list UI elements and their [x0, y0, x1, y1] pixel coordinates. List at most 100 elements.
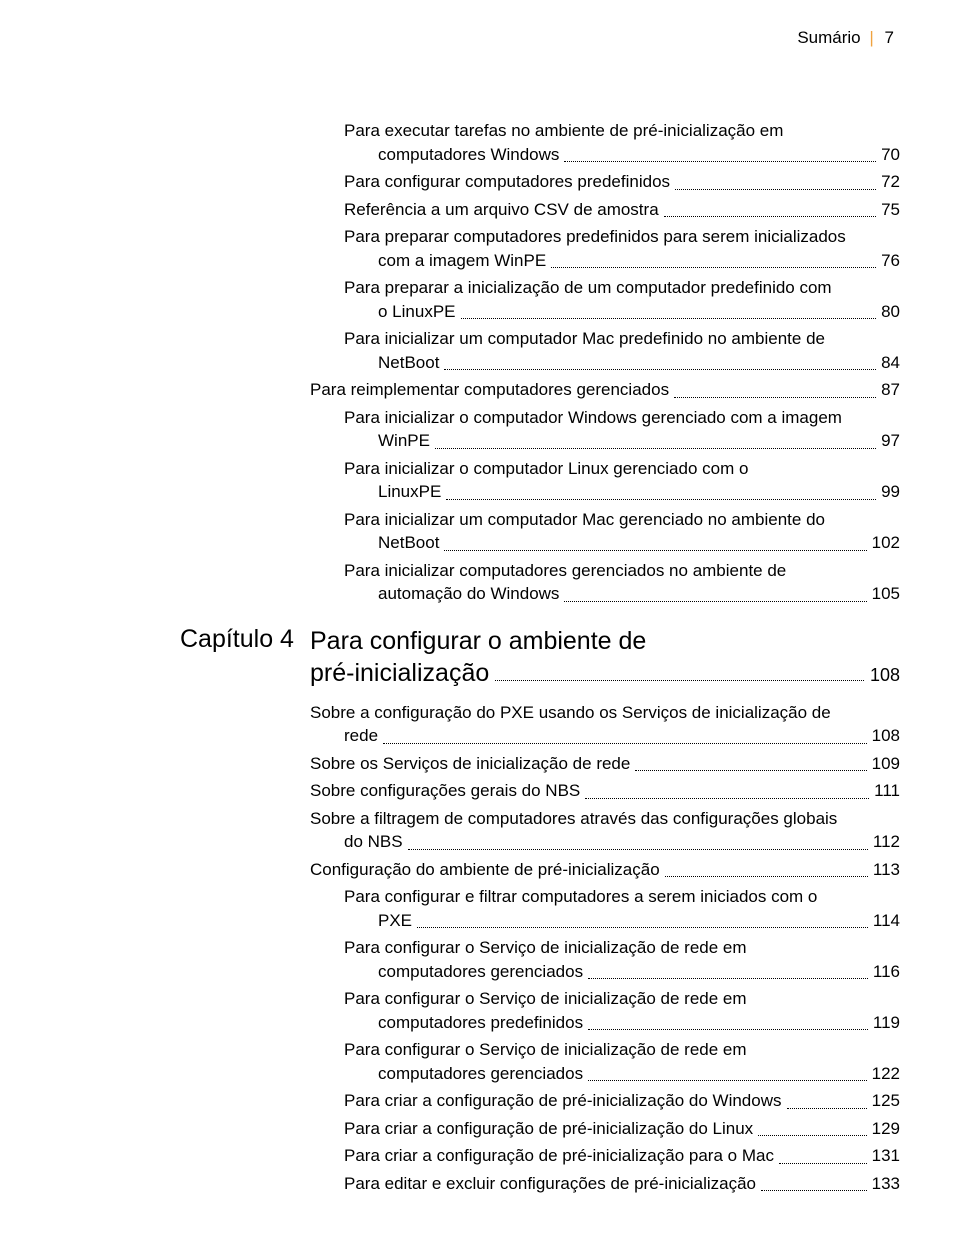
toc-entry-page: 119: [873, 1010, 900, 1036]
toc-entry-text: Para reimplementar computadores gerencia…: [310, 377, 669, 403]
toc-entry-text: Para criar a configuração de pré-inicial…: [344, 1088, 782, 1114]
leader: [495, 663, 864, 682]
leader: [564, 151, 876, 162]
toc-entry-text: NetBoot: [378, 350, 439, 376]
toc-entry-page: 72: [881, 169, 900, 195]
toc-entry-line1: Para configurar o Serviço de inicializaç…: [310, 1037, 900, 1063]
toc-entry-text: computadores predefinidos: [378, 1010, 583, 1036]
toc-entry-line1: Para configurar o Serviço de inicializaç…: [310, 935, 900, 961]
toc-entry-text: rede: [344, 723, 378, 749]
toc-entry-text: Sobre configurações gerais do NBS: [310, 778, 580, 804]
chapter-page: 108: [870, 664, 900, 687]
leader: [446, 488, 876, 499]
toc-entry-page: 102: [872, 530, 900, 556]
toc-entry: Para criar a configuração de pré-inicial…: [310, 1088, 900, 1114]
toc-entry-page: 122: [872, 1061, 900, 1087]
chapter-title-text-2: pré-inicialização: [310, 657, 489, 690]
toc-entry-text: Para criar a configuração de pré-inicial…: [344, 1143, 774, 1169]
toc-entry: Referência a um arquivo CSV de amostra75: [310, 197, 900, 223]
toc-entry-page: 87: [881, 377, 900, 403]
toc-entry-text: Para criar a configuração de pré-inicial…: [344, 1116, 753, 1142]
toc-entry-page: 129: [872, 1116, 900, 1142]
toc-entry-page: 108: [872, 723, 900, 749]
toc-entry: Para reimplementar computadores gerencia…: [310, 377, 900, 403]
toc-entry-line1: Para preparar a inicialização de um comp…: [310, 275, 900, 301]
leader: [585, 787, 869, 798]
toc-entry-page: 125: [872, 1088, 900, 1114]
leader: [435, 437, 876, 448]
toc-entry-line1: Para inicializar um computador Mac geren…: [310, 507, 900, 533]
toc-entry-line1: Para executar tarefas no ambiente de pré…: [310, 118, 900, 144]
toc-block-1: Para executar tarefas no ambiente de pré…: [310, 118, 900, 607]
leader: [664, 206, 876, 217]
toc-entry: computadores Windows 70: [310, 142, 900, 168]
toc-entry: Configuração do ambiente de pré-iniciali…: [310, 857, 900, 883]
toc-entry-page: 70: [881, 142, 900, 168]
toc-entry-page: 116: [873, 959, 900, 985]
leader: [408, 838, 868, 849]
toc-entry-page: 131: [872, 1143, 900, 1169]
leader: [551, 257, 876, 268]
leader: [588, 968, 868, 979]
header-divider: |: [865, 28, 879, 47]
toc-entry: PXE 114: [310, 908, 900, 934]
toc-entry-page: 113: [873, 857, 900, 883]
leader: [461, 308, 877, 319]
toc-entry-text: PXE: [378, 908, 412, 934]
toc-entry-page: 84: [881, 350, 900, 376]
toc-entry-page: 133: [872, 1171, 900, 1197]
toc-entry-line1: Para configurar o Serviço de inicializaç…: [310, 986, 900, 1012]
toc-entry-page: 109: [872, 751, 900, 777]
leader: [588, 1019, 868, 1030]
chapter-title-area: Para configurar o ambiente de pré-inicia…: [310, 625, 900, 690]
toc-entry-text: do NBS: [344, 829, 403, 855]
toc-entry-line1: Para inicializar computadores gerenciado…: [310, 558, 900, 584]
leader: [787, 1097, 867, 1108]
toc-entry-text: Referência a um arquivo CSV de amostra: [344, 197, 659, 223]
toc-entry-text: Configuração do ambiente de pré-iniciali…: [310, 857, 660, 883]
leader: [564, 590, 866, 601]
toc-entry: computadores gerenciados122: [310, 1061, 900, 1087]
chapter-heading: Capítulo 4 Para configurar o ambiente de…: [180, 625, 900, 690]
running-header: Sumário | 7: [60, 28, 900, 48]
chapter-label: Capítulo 4: [180, 625, 310, 654]
toc-entry: NetBoot 84: [310, 350, 900, 376]
header-page: 7: [885, 28, 894, 47]
toc-entry-page: 111: [874, 778, 900, 804]
toc-entry-page: 76: [881, 248, 900, 274]
leader: [588, 1070, 867, 1081]
toc-block-2: Sobre a configuração do PXE usando os Se…: [310, 700, 900, 1197]
toc-entry-page: 114: [873, 908, 900, 934]
toc-entry-text: Para configurar computadores predefinido…: [344, 169, 670, 195]
leader: [761, 1180, 867, 1191]
toc-entry: o LinuxPE80: [310, 299, 900, 325]
header-title: Sumário: [797, 28, 860, 47]
toc-entry-text: automação do Windows: [378, 581, 559, 607]
toc-entry: rede 108: [310, 723, 900, 749]
toc-entry-line1: Para configurar e filtrar computadores a…: [310, 884, 900, 910]
leader: [383, 732, 867, 743]
chapter-title-line1: Para configurar o ambiente de: [310, 625, 900, 658]
leader: [444, 359, 876, 370]
leader: [665, 866, 868, 877]
toc-entry: Para configurar computadores predefinido…: [310, 169, 900, 195]
toc-entry: do NBS112: [310, 829, 900, 855]
toc-entry-line1: Sobre a filtragem de computadores atravé…: [310, 806, 900, 832]
leader: [675, 178, 876, 189]
chapter-title-text-1: Para configurar o ambiente de: [310, 627, 646, 655]
toc-entry-text: WinPE: [378, 428, 430, 454]
toc-entry-line1: Para inicializar o computador Linux gere…: [310, 456, 900, 482]
toc-entry: Para criar a configuração de pré-inicial…: [310, 1116, 900, 1142]
leader: [758, 1125, 866, 1136]
content-area: Para executar tarefas no ambiente de pré…: [60, 118, 900, 1196]
toc-entry-line1: Para preparar computadores predefinidos …: [310, 224, 900, 250]
toc-entry-page: 105: [872, 581, 900, 607]
toc-entry: Sobre os Serviços de inicialização de re…: [310, 751, 900, 777]
toc-entry-text: Sobre os Serviços de inicialização de re…: [310, 751, 630, 777]
toc-entry: computadores predefinidos 119: [310, 1010, 900, 1036]
leader: [674, 386, 876, 397]
toc-entry-page: 80: [881, 299, 900, 325]
toc-entry: Para editar e excluir configurações de p…: [310, 1171, 900, 1197]
toc-entry-text: computadores Windows: [378, 142, 559, 168]
toc-entry-text: NetBoot: [378, 530, 439, 556]
